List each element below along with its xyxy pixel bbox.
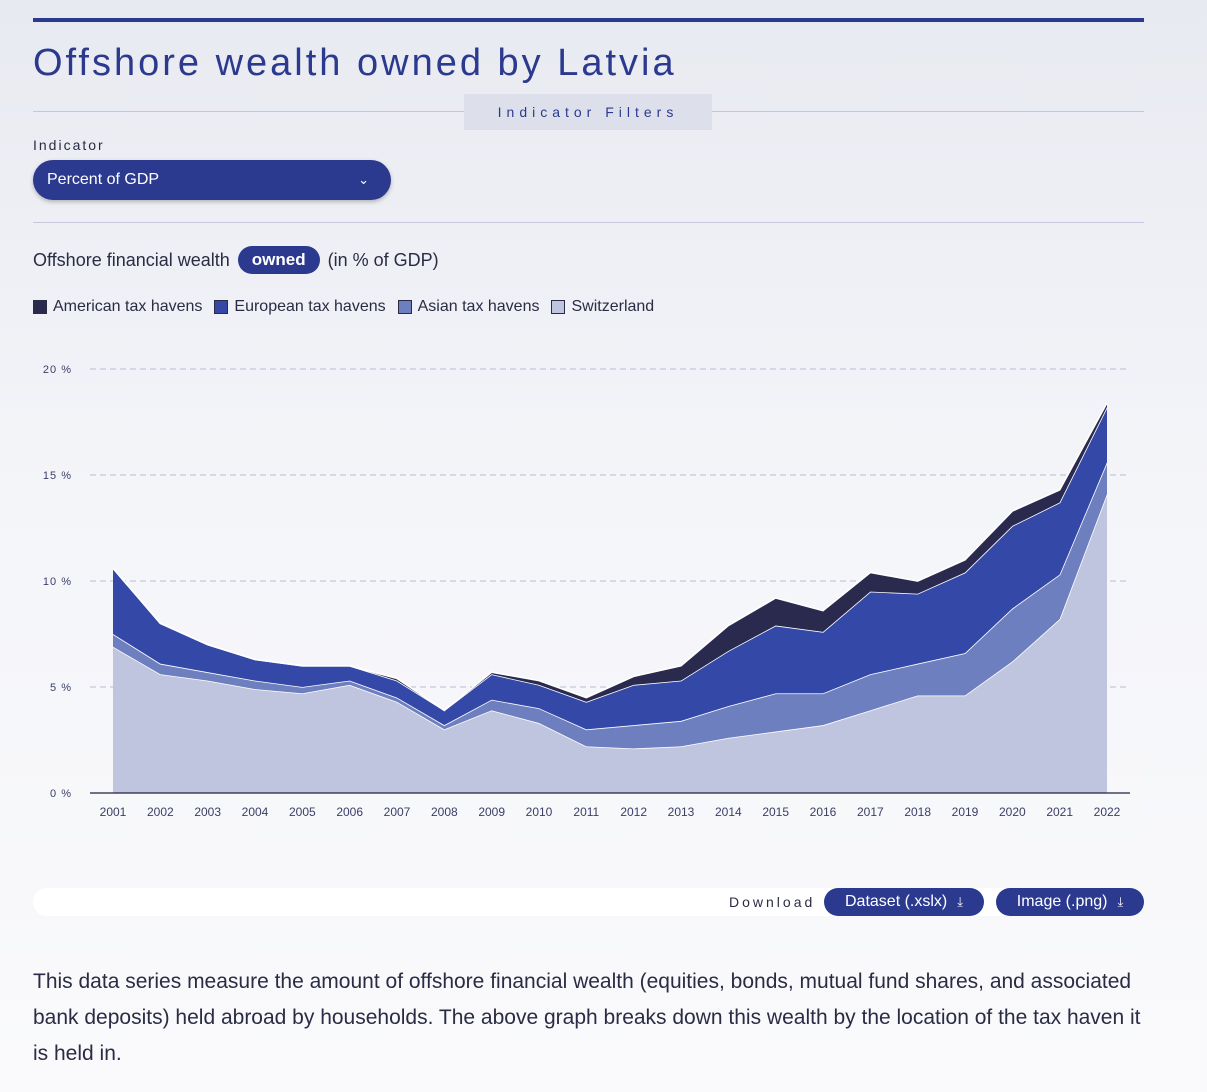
legend-swatch-american: [33, 300, 47, 314]
download-image-label: Image (.png): [1016, 893, 1108, 910]
chart-legend: American tax havens European tax havens …: [33, 298, 654, 316]
x-tick-label: 2001: [100, 805, 127, 819]
download-icon: ⤓: [1117, 894, 1124, 909]
chevron-down-icon: ⌄: [358, 172, 369, 187]
x-tick-label: 2013: [668, 805, 695, 819]
x-tick-label: 2006: [336, 805, 363, 819]
y-tick-label: 20 %: [43, 364, 72, 376]
y-tick-label: 5 %: [50, 682, 72, 694]
legend-item-european[interactable]: European tax havens: [214, 298, 386, 316]
y-tick-label: 10 %: [43, 576, 72, 588]
x-tick-label: 2008: [431, 805, 458, 819]
x-tick-label: 2015: [762, 805, 789, 819]
legend-item-asian[interactable]: Asian tax havens: [397, 298, 540, 316]
x-tick-label: 2018: [904, 805, 931, 819]
download-label: Download: [729, 894, 816, 910]
x-tick-label: 2019: [952, 805, 979, 819]
y-tick-label: 0 %: [50, 788, 72, 800]
x-tick-label: 2004: [242, 805, 269, 819]
legend-label-asian: Asian tax havens: [417, 298, 540, 315]
legend-swatch-european: [214, 300, 229, 314]
download-dataset-button[interactable]: Dataset (.xslx) ⤓: [824, 888, 984, 916]
indicator-filters-tab[interactable]: Indicator Filters: [464, 94, 712, 130]
x-tick-label: 2011: [573, 805, 599, 819]
x-tick-label: 2007: [384, 805, 411, 819]
legend-item-american[interactable]: American tax havens: [33, 298, 202, 316]
chart-heading-suffix: (in % of GDP): [327, 249, 439, 270]
x-tick-label: 2002: [147, 805, 174, 819]
legend-label-american: American tax havens: [53, 298, 203, 315]
chart-heading: Offshore financial wealth owned (in % of…: [33, 246, 439, 274]
x-tick-label: 2014: [715, 805, 742, 819]
description-text: This data series measure the amount of o…: [33, 970, 1141, 1065]
indicator-select-value: Percent of GDP: [47, 171, 160, 188]
indicator-select[interactable]: Percent of GDP ⌄: [33, 160, 391, 200]
x-tick-label: 2009: [478, 805, 505, 819]
download-dataset-label: Dataset (.xslx): [845, 893, 948, 910]
x-tick-label: 2020: [999, 805, 1026, 819]
x-tick-label: 2022: [1094, 805, 1121, 819]
x-tick-label: 2012: [620, 805, 647, 819]
download-icon: ⤓: [957, 894, 963, 909]
area-european-tax-havens[interactable]: [113, 407, 1107, 730]
x-tick-label: 2021: [1046, 805, 1073, 819]
x-tick-label: 2010: [526, 805, 553, 819]
section-divider: [33, 222, 1144, 223]
area-switzerland[interactable]: [113, 494, 1107, 793]
y-tick-label: 15 %: [43, 470, 72, 482]
legend-item-switzerland[interactable]: Switzerland: [551, 298, 654, 316]
owned-pill[interactable]: owned: [237, 246, 320, 274]
download-image-button[interactable]: Image (.png) ⤓: [996, 888, 1144, 916]
page-title: Offshore wealth owned by Latvia: [33, 42, 677, 84]
x-tick-label: 2005: [289, 805, 316, 819]
x-tick-label: 2016: [810, 805, 837, 819]
indicator-label: Indicator: [33, 137, 105, 153]
chart-heading-prefix: Offshore financial wealth: [33, 249, 230, 270]
x-tick-label: 2017: [857, 805, 884, 819]
stacked-area-chart: 0 % 5 % 10 % 15 % 20 % 2001 2002 2003 2004 2005 20…: [43, 364, 1130, 819]
legend-swatch-asian: [397, 300, 412, 314]
area-edge-asian-tax-havens: [112, 461, 1108, 731]
legend-label-switzerland: Switzerland: [571, 298, 655, 315]
legend-label-european: European tax havens: [234, 298, 386, 315]
x-tick-label: 2003: [194, 805, 221, 819]
top-accent-bar: [33, 18, 1144, 22]
legend-swatch-switzerland: [551, 300, 566, 314]
area-edge-american-tax-havens: [112, 402, 1108, 712]
